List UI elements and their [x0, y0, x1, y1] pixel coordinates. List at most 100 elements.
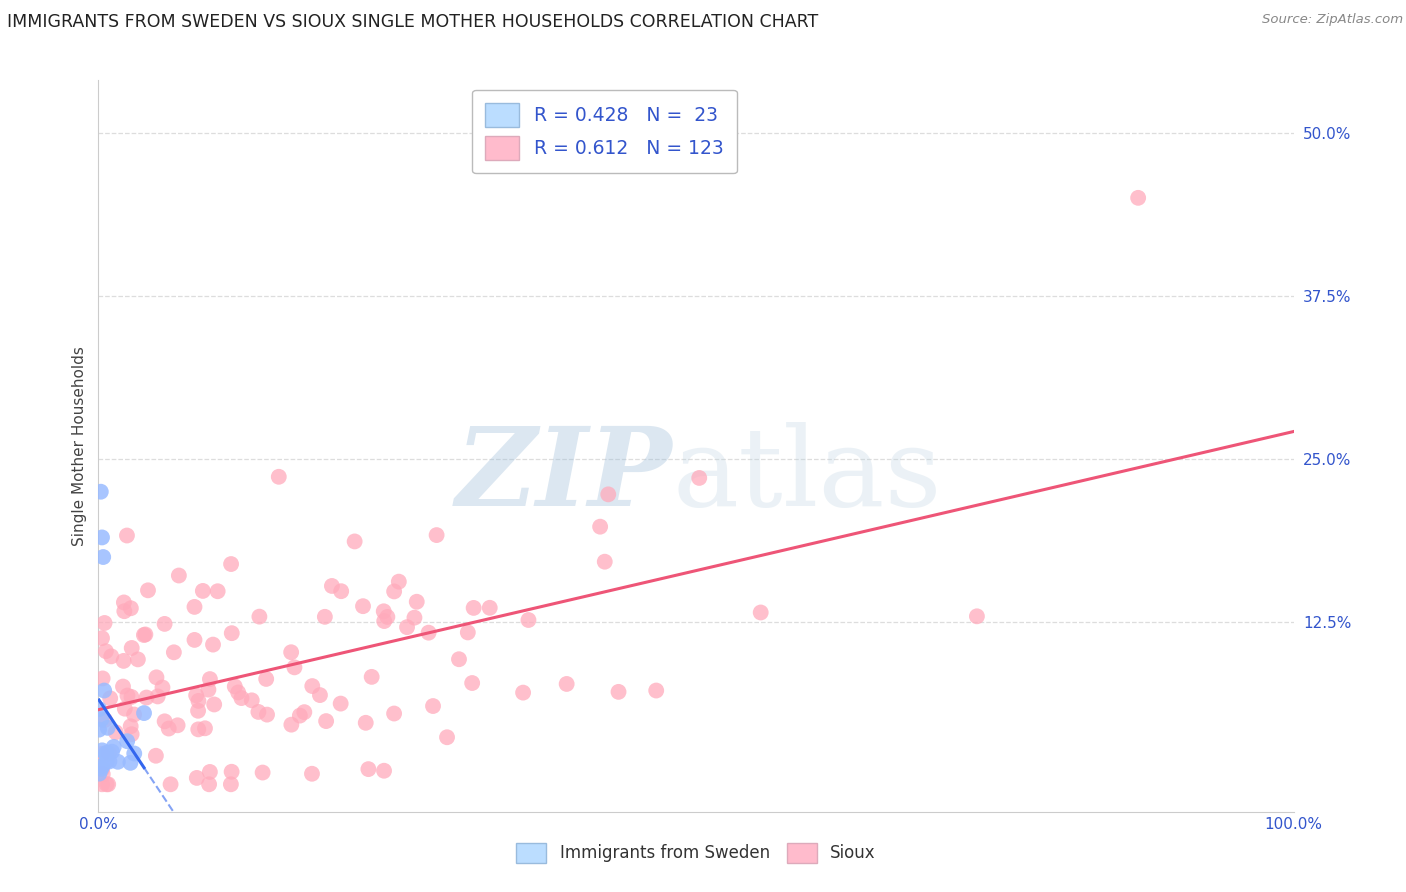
Point: [749, 606, 772, 620]
Point: [198, 672, 221, 686]
Point: [89, 702, 111, 716]
Point: [94, 713, 117, 727]
Point: [1128, 191, 1150, 205]
Point: [373, 604, 395, 618]
Point: [396, 620, 419, 634]
Point: [191, 583, 214, 598]
Point: [221, 764, 243, 779]
Point: [463, 601, 485, 615]
Point: [153, 616, 176, 631]
Point: [352, 599, 374, 614]
Point: [373, 614, 395, 628]
Point: [436, 731, 458, 745]
Point: [197, 682, 219, 697]
Point: [202, 638, 225, 652]
Point: [120, 690, 142, 704]
Point: [101, 745, 124, 759]
Point: [966, 609, 988, 624]
Text: Source: ZipAtlas.com: Source: ZipAtlas.com: [1263, 13, 1403, 27]
Point: [404, 610, 426, 624]
Point: [98, 755, 121, 769]
Point: [136, 583, 159, 598]
Point: [598, 487, 620, 501]
Point: [145, 670, 167, 684]
Point: [343, 534, 366, 549]
Point: [426, 528, 449, 542]
Point: [517, 613, 540, 627]
Point: [96, 754, 118, 768]
Point: [309, 688, 332, 702]
Point: [240, 693, 263, 707]
Y-axis label: Single Mother Households: Single Mother Households: [72, 346, 87, 546]
Point: [145, 748, 167, 763]
Point: [187, 704, 209, 718]
Point: [512, 685, 534, 699]
Text: IMMIGRANTS FROM SWEDEN VS SIOUX SINGLE MOTHER HOUSEHOLDS CORRELATION CHART: IMMIGRANTS FROM SWEDEN VS SIOUX SINGLE M…: [7, 13, 818, 31]
Point: [360, 670, 382, 684]
Point: [314, 609, 336, 624]
Point: [183, 632, 205, 647]
Point: [127, 652, 149, 666]
Point: [555, 677, 578, 691]
Point: [159, 777, 181, 791]
Point: [292, 705, 315, 719]
Point: [226, 685, 249, 699]
Point: [457, 625, 479, 640]
Point: [405, 595, 427, 609]
Point: [103, 739, 125, 754]
Point: [97, 721, 120, 735]
Point: [688, 471, 710, 485]
Point: [104, 725, 127, 739]
Point: [91, 747, 114, 761]
Point: [301, 766, 323, 780]
Point: [163, 645, 186, 659]
Point: [187, 694, 209, 708]
Point: [354, 715, 377, 730]
Point: [254, 672, 277, 686]
Point: [321, 579, 343, 593]
Point: [91, 777, 114, 791]
Point: [418, 625, 440, 640]
Point: [134, 627, 156, 641]
Point: [283, 660, 305, 674]
Point: [112, 604, 135, 618]
Point: [91, 767, 114, 781]
Point: [94, 747, 117, 761]
Point: [121, 640, 143, 655]
Point: [120, 756, 142, 770]
Point: [422, 699, 444, 714]
Point: [194, 721, 217, 735]
Point: [221, 626, 243, 640]
Point: [91, 763, 114, 777]
Point: [478, 600, 501, 615]
Point: [153, 714, 176, 729]
Point: [447, 652, 470, 666]
Point: [96, 777, 118, 791]
Point: [96, 746, 118, 760]
Point: [112, 654, 135, 668]
Point: [187, 723, 209, 737]
Point: [186, 689, 208, 703]
Point: [267, 470, 290, 484]
Point: [91, 759, 114, 773]
Point: [120, 719, 142, 733]
Point: [377, 610, 399, 624]
Point: [135, 690, 157, 705]
Point: [219, 777, 242, 791]
Point: [315, 714, 337, 728]
Point: [93, 615, 115, 630]
Point: [388, 574, 411, 589]
Point: [186, 771, 208, 785]
Point: [183, 599, 205, 614]
Point: [94, 644, 117, 658]
Point: [202, 698, 225, 712]
Point: [90, 484, 112, 499]
Point: [219, 557, 242, 571]
Point: [98, 691, 121, 706]
Point: [589, 519, 612, 533]
Point: [90, 712, 112, 726]
Point: [91, 672, 114, 686]
Point: [198, 764, 221, 779]
Point: [166, 718, 188, 732]
Point: [280, 645, 302, 659]
